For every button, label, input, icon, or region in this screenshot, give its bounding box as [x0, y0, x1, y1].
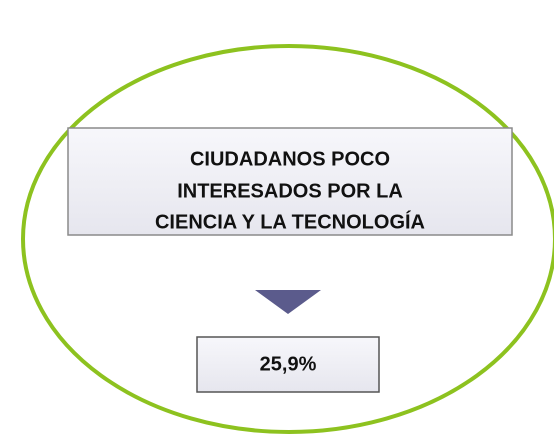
- box-line: CIUDADANOS POCO: [190, 148, 390, 170]
- result-box: [196, 336, 380, 393]
- description-box: [67, 127, 513, 236]
- result-value: 25,9%: [260, 353, 317, 375]
- ellipse-outline: [21, 44, 554, 434]
- arrow-down: [255, 290, 321, 314]
- box-line: CIENCIA Y LA TECNOLOGÍA: [155, 210, 425, 233]
- box-line: INTERESADOS POR LA: [177, 180, 403, 202]
